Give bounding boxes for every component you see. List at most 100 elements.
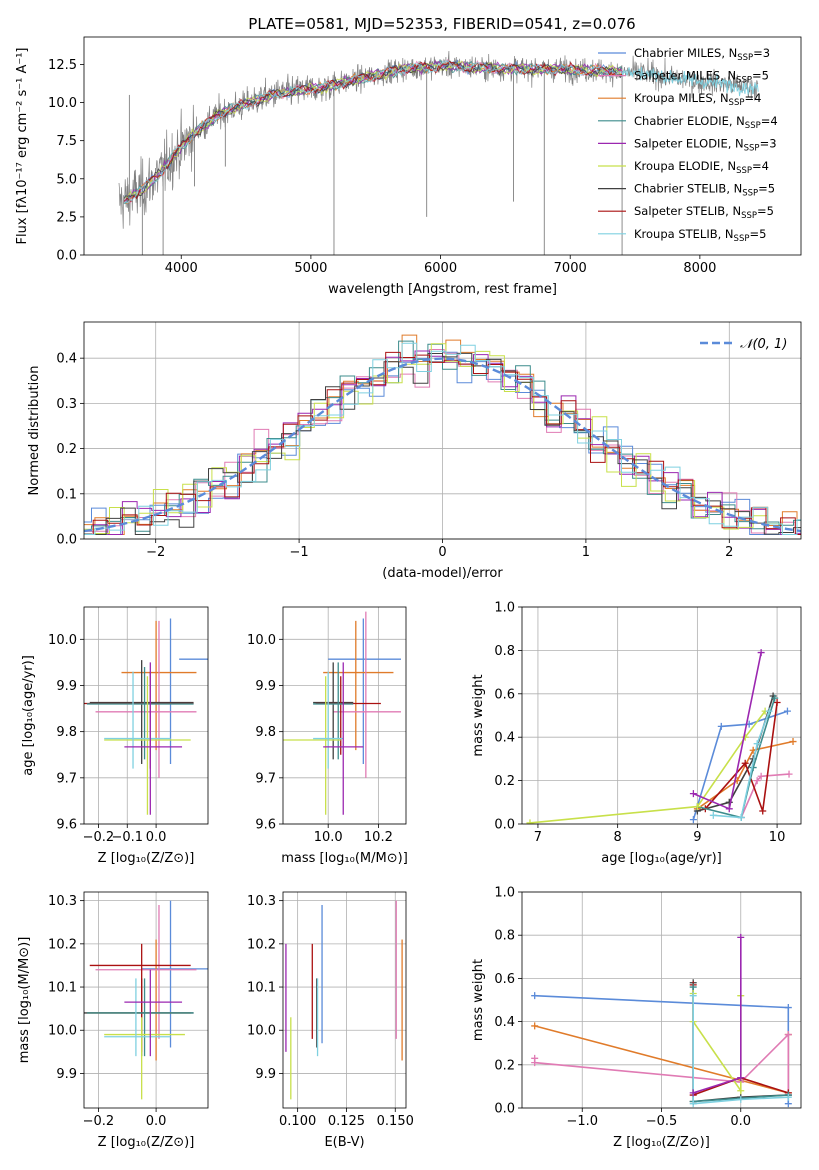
model-spectrum-salpeter-stelib [123, 60, 623, 202]
weight-marker [757, 772, 765, 780]
y-tick-label: 0.4 [494, 1015, 515, 1030]
y-tick-label: 10.2 [247, 937, 276, 952]
weight-marker [689, 1089, 697, 1097]
x-tick-label: 0.0 [146, 1114, 167, 1129]
x-tick-label: 2 [725, 545, 733, 560]
axes-frame [83, 36, 802, 256]
errorbar-chabrier-stelib [313, 662, 354, 760]
legend-entry: Salpeter STELIB, NSSP=5 [634, 204, 774, 221]
weight-marker [753, 740, 761, 748]
y-tick-label: 9.7 [255, 771, 276, 786]
x-axis-label: Z [log₁₀(Z/Z⊙)] [98, 851, 195, 866]
weight-marker [783, 707, 791, 715]
y-tick-label: 0.2 [494, 774, 515, 789]
weight-marker [741, 733, 749, 741]
gaussian-curve [84, 357, 801, 533]
x-tick-label: 0.0 [730, 1114, 751, 1129]
errorbar-chabrier-stelib [84, 978, 194, 1057]
errorbar-salpeter-miles [95, 904, 197, 1039]
errorbar-chabrier-elodie [313, 662, 354, 760]
x-tick-label: 4000 [165, 261, 198, 276]
errorbar-kroupa-elodie [104, 676, 191, 815]
y-tick-label: 10.3 [48, 894, 77, 909]
plot-area [526, 649, 797, 824]
x-tick-label: −0.1 [111, 830, 143, 845]
weight-marker [737, 1095, 745, 1103]
weight-marker [759, 807, 767, 815]
model-spectrum-kroupa-stelib [123, 60, 623, 204]
weight-line [529, 710, 766, 824]
mass-vs-ebv-panel: 0.100 0.125 0.150 9.9 10.0 10.1 10.2 10.3 E(B-V) [247, 891, 414, 1150]
histogram-salpeter-elodie [84, 350, 801, 535]
errorbar-kroupa-elodie [104, 1017, 185, 1100]
x-tick-label: 1 [582, 545, 590, 560]
y-tick-label: 0.4 [494, 731, 515, 746]
weight-marker [689, 992, 697, 1000]
errorbar-chabrier-elodie [86, 667, 194, 760]
y-tick-label: 0.0 [494, 818, 515, 833]
errorbar-salpeter-elodie [124, 969, 183, 1057]
y-tick-label: 5.0 [56, 172, 77, 187]
weight-marker [725, 805, 733, 813]
x-tick-label: −0.2 [83, 830, 115, 845]
weight-marker [689, 816, 697, 824]
errorbar-salpeter-stelib [89, 943, 191, 1052]
y-tick-label: 0.1 [56, 487, 77, 502]
x-axis-label: wavelength [Angstrom, rest frame] [328, 282, 557, 297]
weight-marker [784, 1031, 792, 1039]
histogram-kroupa-miles [84, 334, 801, 535]
errorbar-salpeter-elodie [323, 662, 364, 815]
legend-entry: Kroupa ELODIE, NSSP=4 [634, 159, 769, 176]
x-tick-label: −1.0 [566, 1114, 598, 1129]
plot-area [531, 933, 792, 1108]
x-axis-label: E(B-V) [324, 1135, 364, 1150]
weight-marker [784, 1004, 792, 1012]
histogram-kroupa-stelib [84, 342, 801, 535]
y-tick-label: 0.2 [494, 1058, 515, 1073]
legend-entry: Kroupa STELIB, NSSP=5 [634, 227, 766, 244]
model-spectrum-kroupa-elodie [123, 60, 623, 199]
y-tick-label: 7.5 [56, 134, 77, 149]
histogram-chabrier-stelib [84, 352, 801, 535]
histogram-kroupa-elodie [84, 343, 801, 535]
plot-area [84, 900, 208, 1100]
y-tick-label: 10.0 [247, 633, 276, 648]
y-tick-label: 10.1 [48, 981, 77, 996]
y-axis-label: mass weight [471, 959, 486, 1041]
weight-marker [741, 759, 749, 767]
weight-marker [531, 1022, 539, 1030]
weight-marker [737, 1087, 745, 1095]
errorbar-kroupa-stelib [104, 978, 171, 1057]
x-tick-label: 10 [769, 830, 786, 845]
y-tick-label: 10.2 [48, 937, 77, 952]
legend-entry: Salpeter ELODIE, NSSP=3 [634, 136, 777, 153]
y-tick-label: 0.8 [494, 644, 515, 659]
age-vs-metallicity-panel: −0.2−0.1 0.0 9.6 9.7 9.8 9.9 10.0 Z [log₁₀(Z/Z⊙… [21, 606, 209, 866]
weight-marker [717, 722, 725, 730]
weight-marker [773, 698, 781, 706]
y-axis-label: mass weight [471, 674, 486, 756]
errorbar-salpeter-miles [95, 620, 197, 778]
weight-marker [531, 1059, 539, 1067]
axes-frame [83, 321, 802, 540]
x-tick-label: 9 [693, 830, 701, 845]
weight-marker [785, 770, 793, 778]
axes-frame [83, 891, 209, 1109]
weight-line [692, 995, 789, 1105]
y-tick-label: 9.6 [255, 818, 276, 833]
errorbar-kroupa-stelib [104, 671, 171, 769]
errorbar-kroupa-miles [323, 620, 394, 751]
x-tick-label: 0 [438, 545, 446, 560]
age-vs-mass-panel: 10.0 10.2 9.6 9.7 9.8 9.9 10.0 mass [log₁₀(M/M⊙… [247, 606, 408, 866]
y-tick-label: 9.8 [56, 725, 77, 740]
legend-entry: Salpeter MILES, NSSP=5 [634, 69, 769, 86]
y-tick-label: 0.6 [494, 972, 515, 987]
y-axis-label: Normed distribution [27, 366, 42, 496]
y-axis-label: mass [log₁₀(M/M⊙)] [17, 937, 32, 1064]
y-tick-label: 2.5 [56, 210, 77, 225]
axes-frame [282, 891, 407, 1109]
weight-marker [737, 933, 745, 941]
y-tick-label: 9.9 [56, 1067, 77, 1082]
weight-marker [689, 983, 697, 991]
x-tick-label: 10.0 [314, 830, 343, 845]
